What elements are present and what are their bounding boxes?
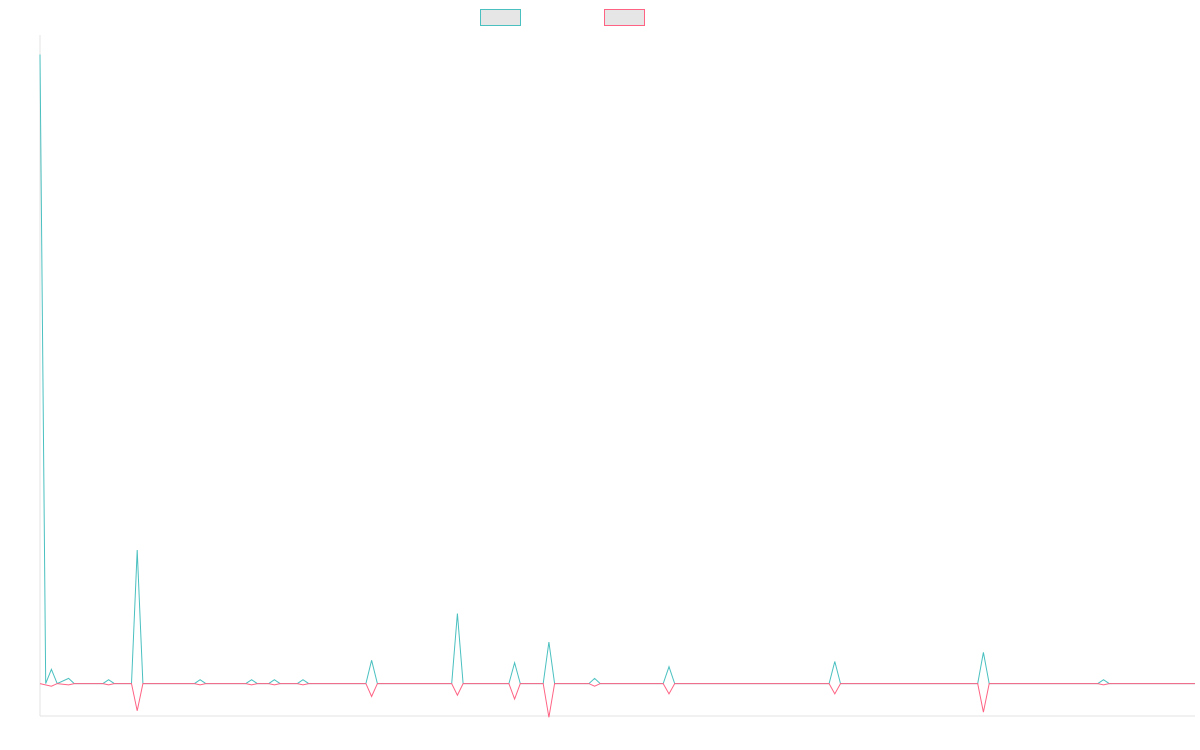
- series-group: [39, 54, 1195, 718]
- legend-swatch-2[interactable]: [604, 9, 645, 26]
- legend[interactable]: [480, 9, 645, 26]
- legend-swatch-1[interactable]: [480, 9, 521, 26]
- series-line-2: [39, 683, 1195, 718]
- series-line-1: [39, 54, 1195, 685]
- axes: [39, 35, 1195, 717]
